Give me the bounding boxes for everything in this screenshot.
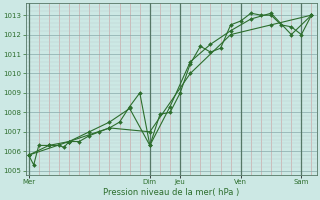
X-axis label: Pression niveau de la mer( hPa ): Pression niveau de la mer( hPa ) (103, 188, 239, 197)
